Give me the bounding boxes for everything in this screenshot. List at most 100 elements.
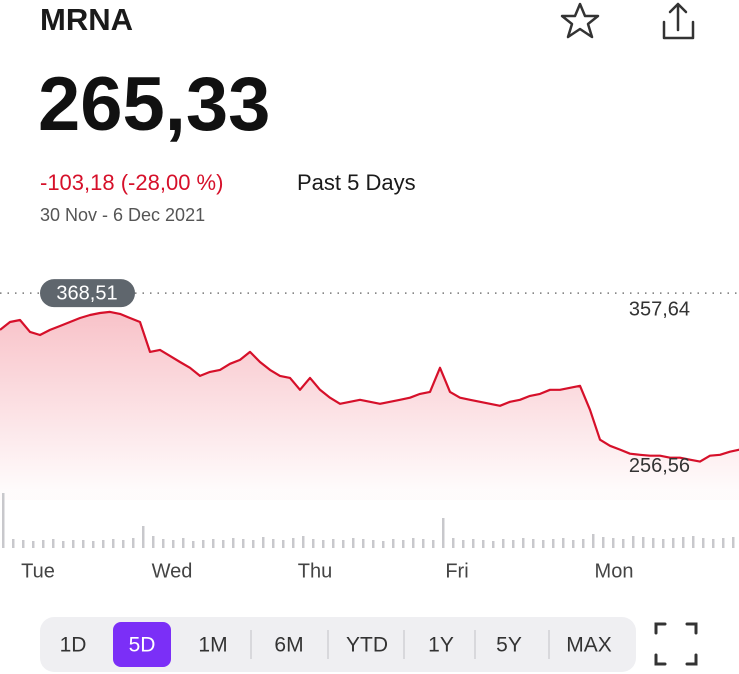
x-tick-label: Wed: [152, 560, 193, 582]
range-bar: [40, 617, 636, 672]
range-selected-bg: [113, 622, 171, 667]
volume-bar: [252, 540, 255, 548]
volume-bar: [122, 540, 125, 548]
share-button[interactable]: [662, 2, 695, 40]
range-button[interactable]: 1M: [198, 634, 227, 657]
volume-bar: [182, 538, 185, 548]
volume-bar: [722, 538, 725, 548]
volume-bar: [362, 539, 365, 548]
volume-bar: [592, 534, 595, 548]
volume-bar: [422, 539, 425, 548]
volume-bar: [202, 540, 205, 548]
y-tick-label: 357,64: [629, 298, 690, 320]
volume-bar: [412, 538, 415, 548]
volume-bar: [92, 541, 95, 548]
volume-bar: [612, 538, 615, 548]
fullscreen-icon: [654, 622, 698, 666]
star-icon: [560, 2, 600, 39]
share-arrow: [668, 2, 688, 32]
volume-bar: [452, 538, 455, 548]
volume-bar: [732, 537, 735, 548]
volume-bar: [42, 540, 45, 548]
volume-bar: [192, 541, 195, 548]
volume-bar: [22, 540, 25, 548]
volume-bar: [332, 539, 335, 548]
volume-bar: [582, 539, 585, 548]
previous-close-pill: [40, 279, 135, 308]
volume-bar: [492, 541, 495, 548]
volume-bar: [662, 539, 665, 548]
volume-bar: [622, 539, 625, 548]
volume-bar: [532, 539, 535, 548]
date-range: 30 Nov - 6 Dec 2021: [40, 205, 205, 225]
period: Past 5 Days: [297, 170, 416, 195]
range-button[interactable]: MAX: [566, 634, 612, 657]
range-button[interactable]: 1D: [60, 634, 87, 657]
volume-bar: [62, 541, 65, 548]
volume-bar: [162, 539, 165, 548]
volume-bar: [282, 540, 285, 548]
volume-bar: [382, 541, 385, 548]
range-button[interactable]: 6M: [274, 634, 303, 657]
price-change: -103,18 (-28,00 %): [40, 170, 223, 195]
volume-bar: [542, 540, 545, 548]
volume-bar: [132, 538, 135, 548]
volume-bar: [552, 539, 555, 548]
volume-bar: [472, 539, 475, 548]
volume-bar: [692, 536, 695, 548]
volume-bar: [2, 493, 5, 548]
range-button[interactable]: 5D: [129, 634, 156, 657]
volume-bar: [342, 540, 345, 548]
volume-bar: [32, 541, 35, 548]
volume-bar: [432, 540, 435, 548]
range-button[interactable]: 1Y: [428, 634, 454, 657]
volume-bar: [242, 539, 245, 548]
range-selector: 1D 5D 1M 6M YTD 1Y 5Y MAX: [40, 617, 636, 672]
y-tick-label: 256,56: [629, 455, 690, 477]
volume-bar: [482, 540, 485, 548]
range-button[interactable]: 5Y: [496, 634, 522, 657]
volume-bar: [522, 538, 525, 548]
volume-bar: [672, 538, 675, 548]
volume-bar: [602, 537, 605, 548]
volume-bar: [562, 538, 565, 548]
volume-bar: [292, 538, 295, 548]
volume-bar: [272, 539, 275, 548]
area-fill: [0, 311, 739, 500]
volume-bar: [642, 537, 645, 548]
volume-bar: [632, 536, 635, 548]
volume-bar: [442, 518, 445, 548]
volume-bar: [12, 539, 15, 548]
volume-bar: [502, 539, 505, 548]
volume-bar: [142, 526, 145, 548]
volume-bar: [322, 540, 325, 548]
volume-bar: [572, 540, 575, 548]
volume-bar: [512, 540, 515, 548]
volume-bar: [352, 538, 355, 548]
share-box: [662, 20, 695, 40]
volume-bar: [102, 540, 105, 548]
chart: 368,51 357,64 256,56 Tue Wed Thu Fri Mon: [0, 279, 739, 582]
volume-bar: [682, 537, 685, 548]
volume-bar: [312, 539, 315, 548]
volume-bar: [172, 540, 175, 548]
fullscreen-button[interactable]: [654, 622, 698, 666]
volume-bar: [82, 540, 85, 548]
volume-bar: [372, 540, 375, 548]
x-tick-label: Tue: [21, 560, 55, 582]
volume-bar: [112, 539, 115, 548]
price-line: [0, 310, 739, 463]
x-tick-label: Fri: [445, 560, 468, 582]
x-tick-label: Mon: [595, 560, 634, 582]
favorite-button[interactable]: [560, 2, 600, 39]
volume-bar: [712, 539, 715, 548]
x-tick-label: Thu: [298, 560, 332, 582]
range-button[interactable]: YTD: [346, 634, 388, 657]
volume-bar: [72, 540, 75, 548]
volume-bar: [52, 539, 55, 548]
volume-bar: [702, 538, 705, 548]
volume-bar: [222, 540, 225, 548]
volume-bar: [392, 539, 395, 548]
volume-bar: [152, 536, 155, 548]
volume-bar: [402, 540, 405, 548]
